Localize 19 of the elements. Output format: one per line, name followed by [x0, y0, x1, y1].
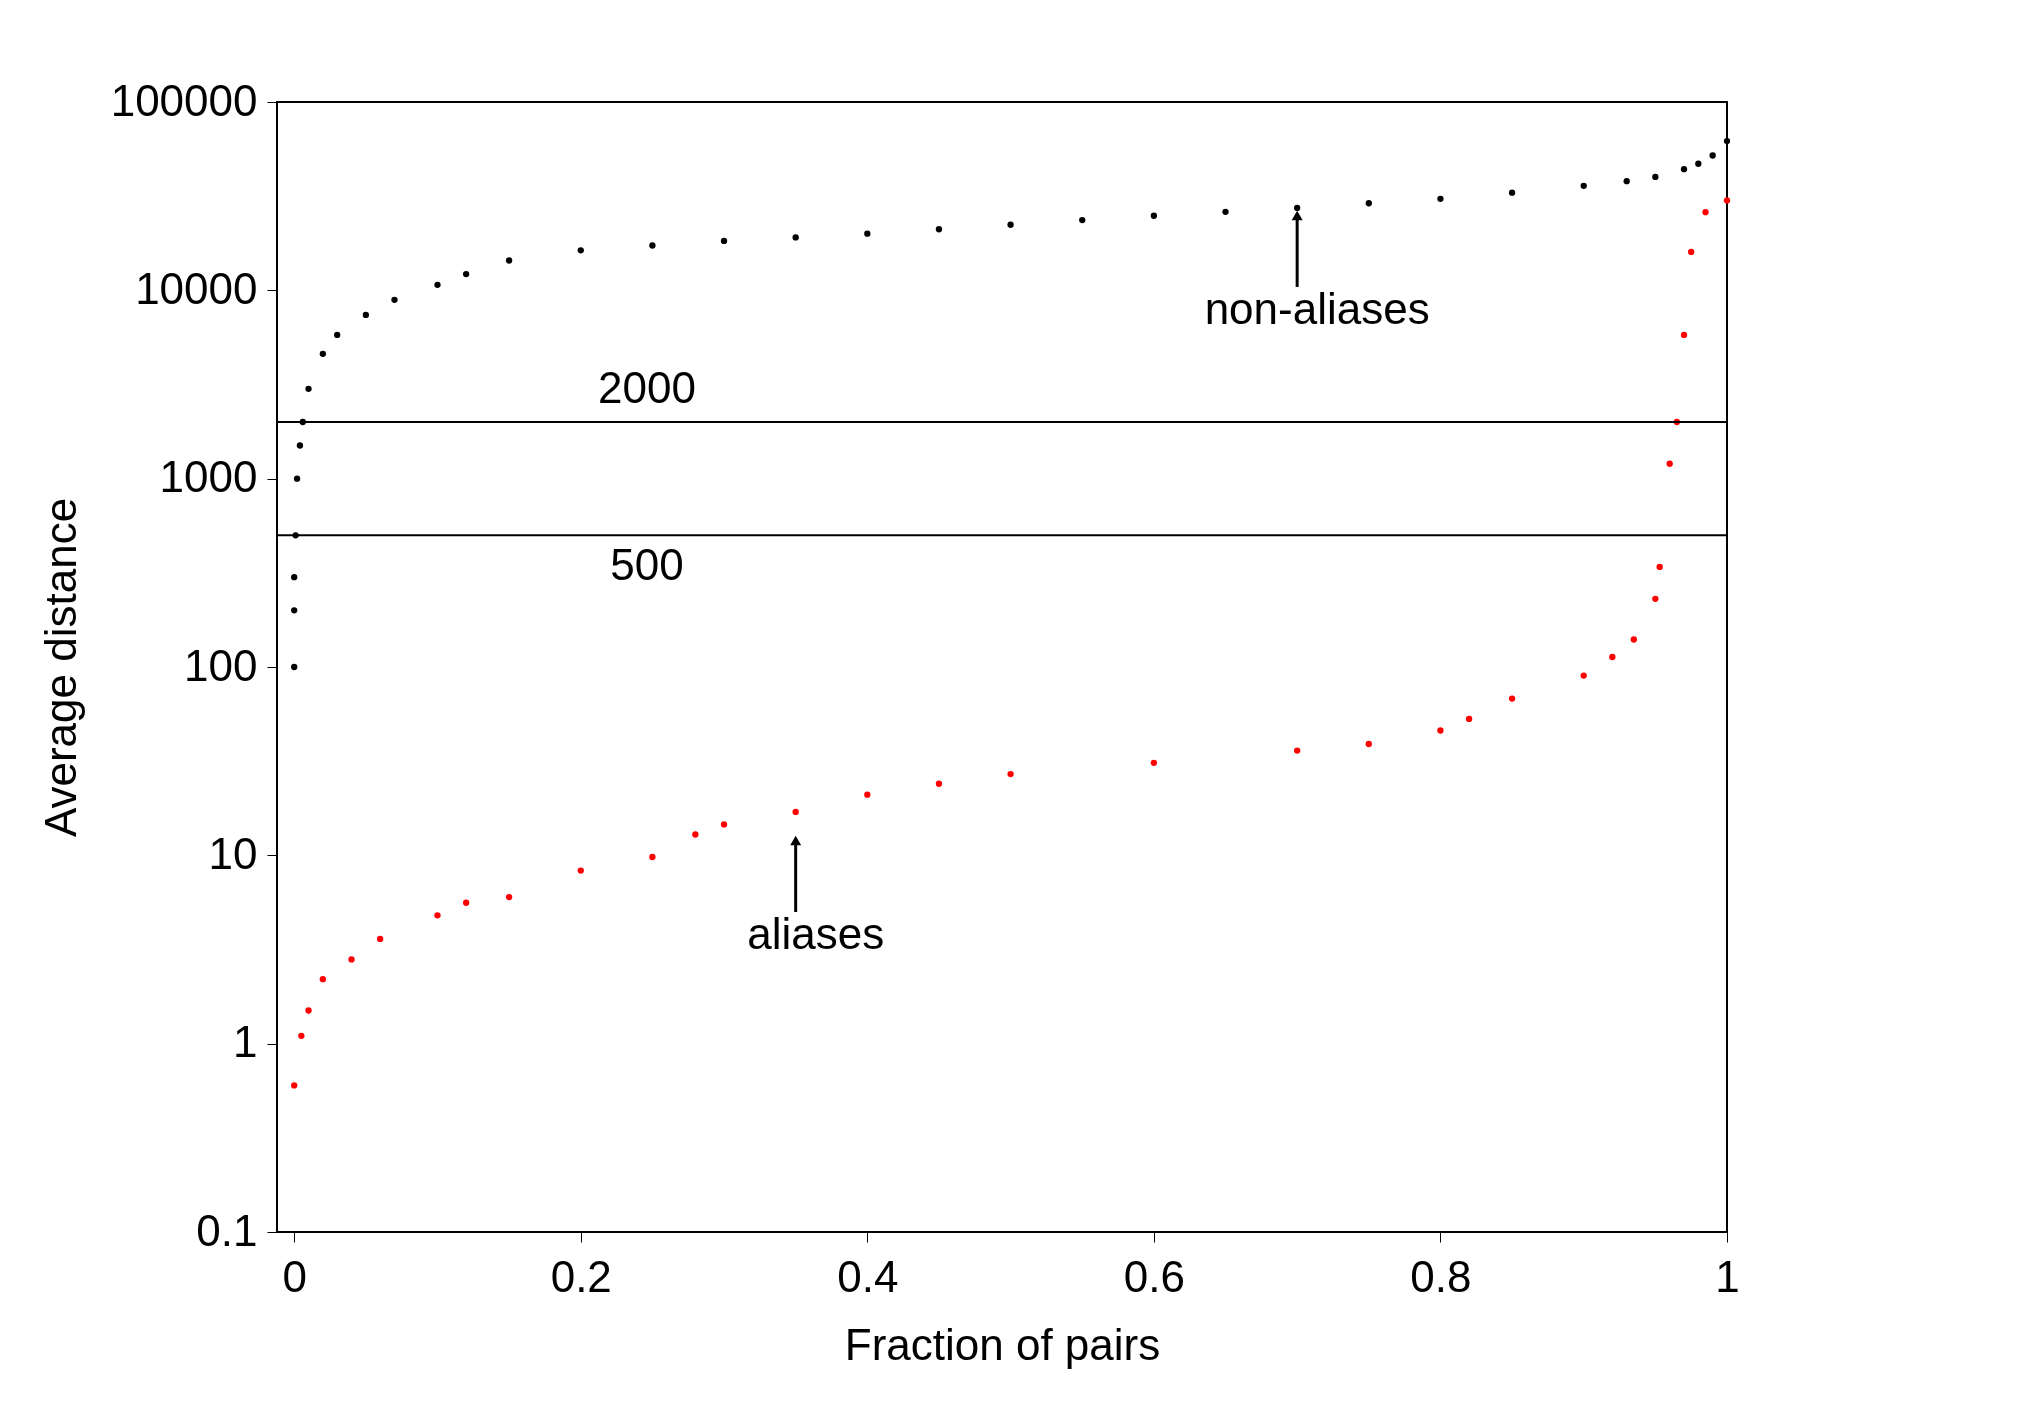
x-tick-label: 1: [1715, 1251, 1740, 1301]
y-axis-title: Average distance: [35, 497, 85, 838]
y-tick-label: 1000: [159, 452, 258, 502]
y-tick-label: 1: [233, 1017, 258, 1067]
y-tick-label: 10: [208, 828, 258, 878]
ref-line-label: 2000: [598, 362, 696, 412]
x-tick-label: 0.6: [1123, 1251, 1185, 1301]
y-tick-label: 100: [184, 640, 258, 690]
x-tick-label: 0.2: [550, 1251, 612, 1301]
y-tick-label: 10000: [135, 263, 258, 313]
ref-line-label: 500: [610, 540, 684, 590]
y-tick-label: 0.1: [196, 1205, 258, 1255]
x-tick-label: 0: [282, 1251, 307, 1301]
annotation: non-aliases: [1204, 283, 1430, 333]
x-tick-label: 0.4: [837, 1251, 899, 1301]
annotation: aliases: [747, 908, 885, 958]
y-tick-label: 100000: [110, 75, 258, 125]
x-tick-label: 0.8: [1410, 1251, 1472, 1301]
x-axis-title: Fraction of pairs: [844, 1319, 1161, 1369]
